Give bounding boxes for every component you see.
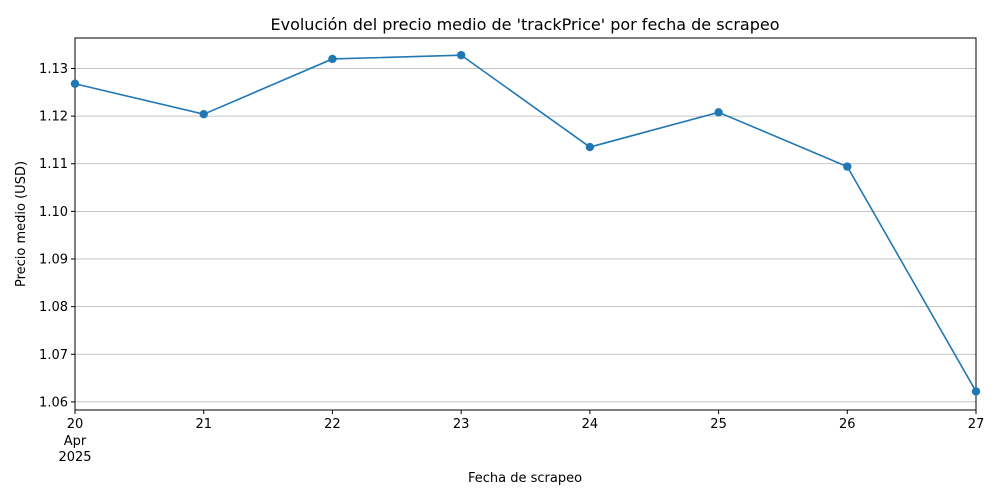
data-point	[199, 110, 208, 119]
x-tick-label: 26	[839, 417, 856, 432]
x-axis-ticks: 20 21 22 23 24 25 26 27	[67, 410, 985, 432]
x-tick-label: 25	[710, 417, 727, 432]
x-tick-sublabel-year: 2025	[58, 450, 91, 465]
chart-title: Evolución del precio medio de 'trackPric…	[270, 15, 779, 34]
x-tick-label: 22	[324, 417, 341, 432]
y-tick-label: 1.13	[39, 62, 68, 77]
x-tick-sublabel-month: Apr	[64, 434, 87, 449]
y-tick-label: 1.11	[39, 157, 68, 172]
y-tick-label: 1.10	[39, 205, 68, 220]
y-axis-ticks: 1.06 1.07 1.08 1.09 1.10 1.11 1.12 1.13	[39, 62, 75, 410]
data-point	[714, 108, 723, 117]
x-tick-label: 24	[582, 417, 599, 432]
x-tick-label: 23	[453, 417, 470, 432]
y-tick-label: 1.09	[39, 253, 68, 268]
data-point	[843, 162, 852, 171]
data-point	[328, 54, 337, 64]
y-tick-label: 1.07	[39, 348, 68, 363]
y-axis-label: Precio medio (USD)	[14, 161, 29, 287]
x-tick-label: 20	[67, 417, 84, 432]
series-line-path	[74, 54, 977, 392]
data-point	[971, 387, 981, 396]
y-tick-label: 1.12	[39, 110, 68, 125]
y-gridlines	[75, 68, 976, 403]
data-point	[585, 142, 595, 152]
x-tick-label: 27	[968, 417, 985, 432]
y-tick-label: 1.06	[39, 395, 68, 410]
x-axis-label: Fecha de scrapeo	[468, 471, 582, 486]
y-tick-label: 1.08	[39, 300, 68, 315]
series-line	[70, 50, 981, 396]
plot-frame	[74, 37, 977, 411]
x-tick-label: 21	[195, 417, 212, 432]
data-point	[456, 50, 466, 60]
data-point	[70, 79, 80, 88]
